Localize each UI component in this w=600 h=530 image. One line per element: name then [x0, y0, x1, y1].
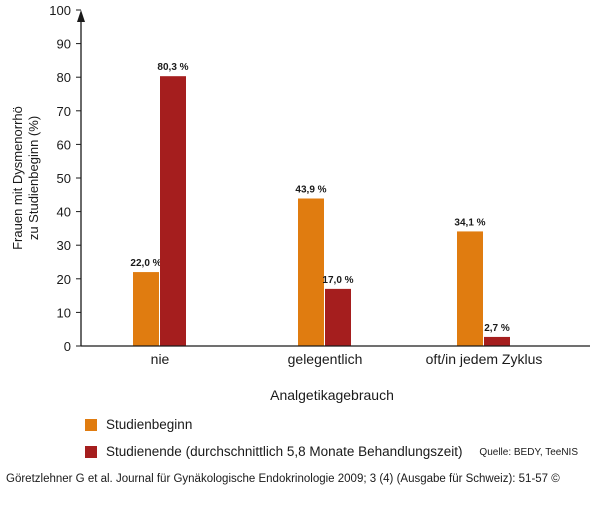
legend-item-studienende: Studienende (durchschnittlich 5,8 Monate… — [85, 444, 462, 459]
bar-value-label: 34,1 % — [454, 217, 485, 228]
y-tick-label: 20 — [57, 272, 71, 287]
x-category-label: nie — [151, 351, 170, 367]
y-tick-label: 80 — [57, 70, 71, 85]
bar — [457, 231, 483, 346]
bar-value-label: 43,9 % — [295, 184, 326, 195]
x-category-label: oft/in jedem Zyklus — [426, 351, 543, 367]
y-tick-label: 60 — [57, 137, 71, 152]
bar-value-label: 80,3 % — [157, 62, 188, 73]
bar — [133, 272, 159, 346]
y-axis-label-line-1: Frauen mit Dysmenorrhö — [10, 106, 25, 250]
y-axis-label-line-2: zu Studienbeginn (%) — [26, 116, 41, 240]
legend-swatch-studienbeginn — [85, 418, 97, 431]
y-axis-ticks: 0 10 20 30 40 50 60 70 80 90 100 — [49, 3, 81, 354]
y-tick-label: 70 — [57, 104, 71, 119]
y-tick-label: 10 — [57, 305, 71, 320]
bar — [325, 288, 351, 346]
bar-value-label: 17,0 % — [322, 275, 353, 286]
y-tick-label: 40 — [57, 205, 71, 220]
bar-value-label: 22,0 % — [130, 258, 161, 269]
bar — [484, 336, 510, 346]
legend-swatch-studienende — [85, 445, 97, 458]
y-tick-label: 90 — [57, 37, 71, 52]
source-note: Quelle: BEDY, TeeNIS — [479, 447, 578, 458]
legend-item-studienbeginn: Studienbeginn — [85, 417, 192, 432]
bar — [160, 76, 186, 346]
x-axis-title: Analgetikagebrauch — [270, 387, 394, 403]
bars: 22,0 % 80,3 % 43,9 % 17,0 % 34,1 % 2,7 % — [130, 62, 510, 346]
legend-label-studienende: Studienende (durchschnittlich 5,8 Monate… — [106, 444, 463, 459]
y-tick-label: 30 — [57, 238, 71, 253]
bar-chart: 0 10 20 30 40 50 60 70 80 90 100 22,0 % 80,3 % 43,9 … — [10, 3, 590, 403]
bar — [298, 198, 324, 346]
y-tick-label: 100 — [49, 3, 71, 18]
citation: Göretzlehner G et al. Journal für Gynäko… — [6, 473, 560, 485]
x-axis-categories: nie gelegentlich oft/in jedem Zyklus — [151, 351, 543, 367]
bar-value-label: 2,7 % — [484, 323, 510, 334]
x-category-label: gelegentlich — [288, 351, 363, 367]
y-axis-arrow — [77, 10, 85, 22]
legend-label-studienbeginn: Studienbeginn — [106, 417, 193, 432]
y-tick-label: 50 — [57, 171, 71, 186]
y-tick-label: 0 — [64, 339, 71, 354]
